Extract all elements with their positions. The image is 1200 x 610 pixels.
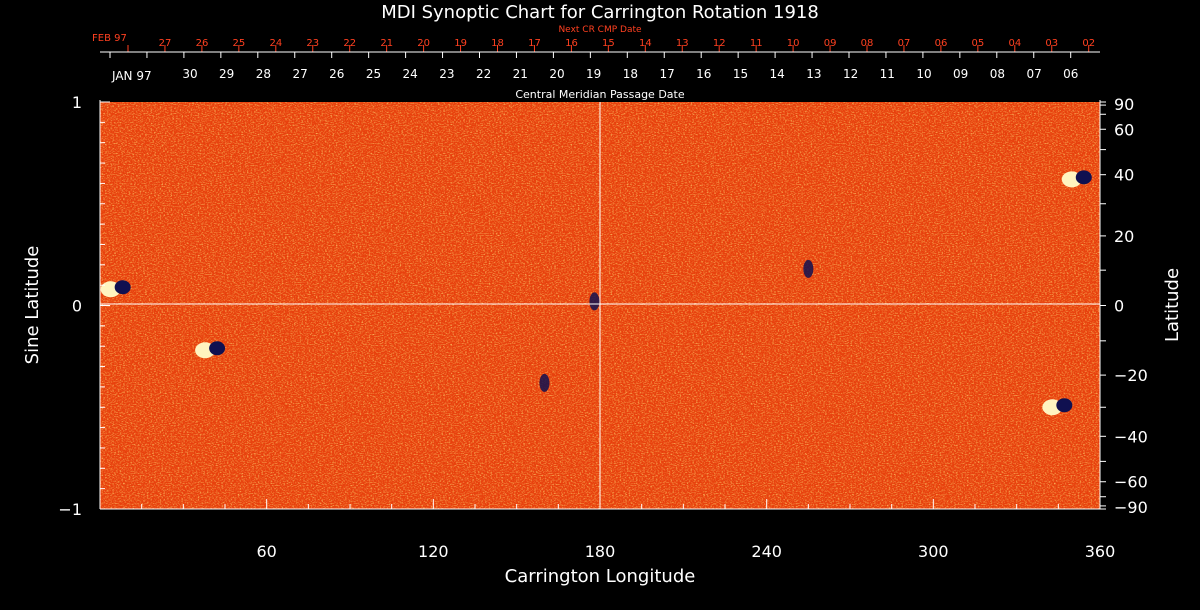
cmp-month: JAN 97	[111, 69, 152, 83]
active-regions	[100, 170, 1092, 416]
left-y-tick-label: 1	[72, 93, 82, 112]
next-cr-date: 04	[1008, 38, 1021, 49]
next-cr-date: 08	[861, 38, 874, 49]
cmp-date: 30	[182, 67, 197, 81]
cmp-date: 12	[843, 67, 858, 81]
right-y-tick-label: 20	[1114, 227, 1134, 246]
x-tick-label: 300	[918, 542, 949, 561]
next-cr-date-labels: 27 26 25 24 23 22 21 20 19 18 17 16 15 14 13 12 11 10 09 08…	[159, 38, 1095, 49]
next-cr-date: 13	[676, 38, 689, 49]
next-cr-date: 25	[233, 38, 246, 49]
right-y-tick-label: −90	[1114, 498, 1148, 517]
active-region-negative	[1056, 398, 1073, 413]
cmp-date: 16	[696, 67, 711, 81]
cmp-date: 23	[439, 67, 454, 81]
right-y-tick-label: −60	[1114, 473, 1148, 492]
cmp-date: 25	[366, 67, 381, 81]
next-cr-date: 20	[417, 38, 430, 49]
cmp-date: 29	[219, 67, 234, 81]
x-tick-label: 120	[418, 542, 449, 561]
cmp-date: 07	[1026, 67, 1041, 81]
active-region-negative	[209, 341, 226, 356]
next-cr-date: 02	[1082, 38, 1095, 49]
next-cr-date: 22	[343, 38, 356, 49]
next-cr-label: Next CR CMP Date	[558, 25, 642, 35]
cmp-date: 15	[733, 67, 748, 81]
right-y-tick-label: 60	[1114, 120, 1134, 139]
cmp-date: 24	[403, 67, 418, 81]
next-cr-date: 15	[602, 38, 615, 49]
cmp-label: Central Meridian Passage Date	[515, 88, 684, 101]
active-region-negative	[1075, 170, 1092, 185]
left-y-tick-label: 0	[72, 297, 82, 316]
next-cr-date: 26	[196, 38, 209, 49]
x-axis-label: Carrington Longitude	[505, 566, 696, 587]
right-y-tick-label: 90	[1114, 95, 1134, 114]
right-y-tick-label: −20	[1114, 366, 1148, 385]
next-cr-date: 24	[269, 38, 282, 49]
next-cr-date: 21	[380, 38, 393, 49]
cmp-date: 06	[1063, 67, 1078, 81]
x-tick-label: 360	[1085, 542, 1116, 561]
active-region-negative	[803, 259, 814, 278]
next-cr-date: 11	[750, 38, 763, 49]
cmp-date: 11	[880, 67, 895, 81]
next-cr-date: 07	[898, 38, 911, 49]
cmp-date-labels: 30 29 28 27 26 25 24 23 22 21 20 19 18 17 16 15 14 13 12 11…	[182, 67, 1078, 81]
right-y-tick-label: −40	[1114, 427, 1148, 446]
synoptic-map	[100, 102, 1100, 509]
x-tick-label: 60	[256, 542, 276, 561]
next-cr-date: 17	[528, 38, 541, 49]
cmp-date: 28	[256, 67, 271, 81]
next-cr-date: 27	[159, 38, 172, 49]
next-cr-month: FEB 97	[92, 33, 127, 44]
next-cr-date: 03	[1045, 38, 1058, 49]
cmp-date: 21	[513, 67, 528, 81]
active-region-negative	[114, 280, 131, 295]
right-y-axis-label: Latitude	[1162, 268, 1183, 342]
cmp-date: 27	[292, 67, 307, 81]
next-cr-date: 09	[824, 38, 837, 49]
next-cr-date: 18	[491, 38, 504, 49]
cmp-date: 19	[586, 67, 601, 81]
cmp-date: 22	[476, 67, 491, 81]
active-region-negative	[589, 292, 600, 311]
next-cr-date: 12	[713, 38, 726, 49]
left-y-axis-label: Sine Latitude	[22, 246, 43, 365]
next-cr-date: 19	[454, 38, 467, 49]
cmp-date: 09	[953, 67, 968, 81]
cmp-date: 26	[329, 67, 344, 81]
next-cr-date: 14	[639, 38, 652, 49]
next-cr-date: 10	[787, 38, 800, 49]
right-y-tick-label: 0	[1114, 297, 1124, 316]
right-y-axis-ticks: 90 60 40 20 0 −20 −40 −60 −90	[1100, 95, 1148, 517]
cmp-date: 17	[659, 67, 674, 81]
x-tick-label: 240	[751, 542, 782, 561]
cmp-date: 10	[916, 67, 931, 81]
top-date-ticks	[109, 45, 1090, 58]
cmp-date: 14	[770, 67, 785, 81]
left-y-tick-label: −1	[58, 500, 82, 519]
active-region-negative	[539, 373, 550, 392]
next-cr-date: 16	[565, 38, 578, 49]
chart-title: MDI Synoptic Chart for Carrington Rotati…	[381, 2, 819, 23]
cmp-date: 18	[623, 67, 638, 81]
next-cr-date: 05	[972, 38, 985, 49]
left-y-axis-ticks: 1 0 −1	[58, 93, 110, 519]
x-tick-label: 180	[585, 542, 616, 561]
cmp-date: 20	[549, 67, 564, 81]
right-y-tick-label: 40	[1114, 166, 1134, 185]
x-axis-ticks: 60 120 180 240 300 360	[99, 499, 1116, 561]
top-axes: Next CR CMP Date FEB 97 27 26 25 24 23 22 21 20…	[92, 25, 1095, 101]
cmp-date: 08	[990, 67, 1005, 81]
next-cr-date: 06	[935, 38, 948, 49]
cmp-date: 13	[806, 67, 821, 81]
next-cr-date: 23	[306, 38, 319, 49]
